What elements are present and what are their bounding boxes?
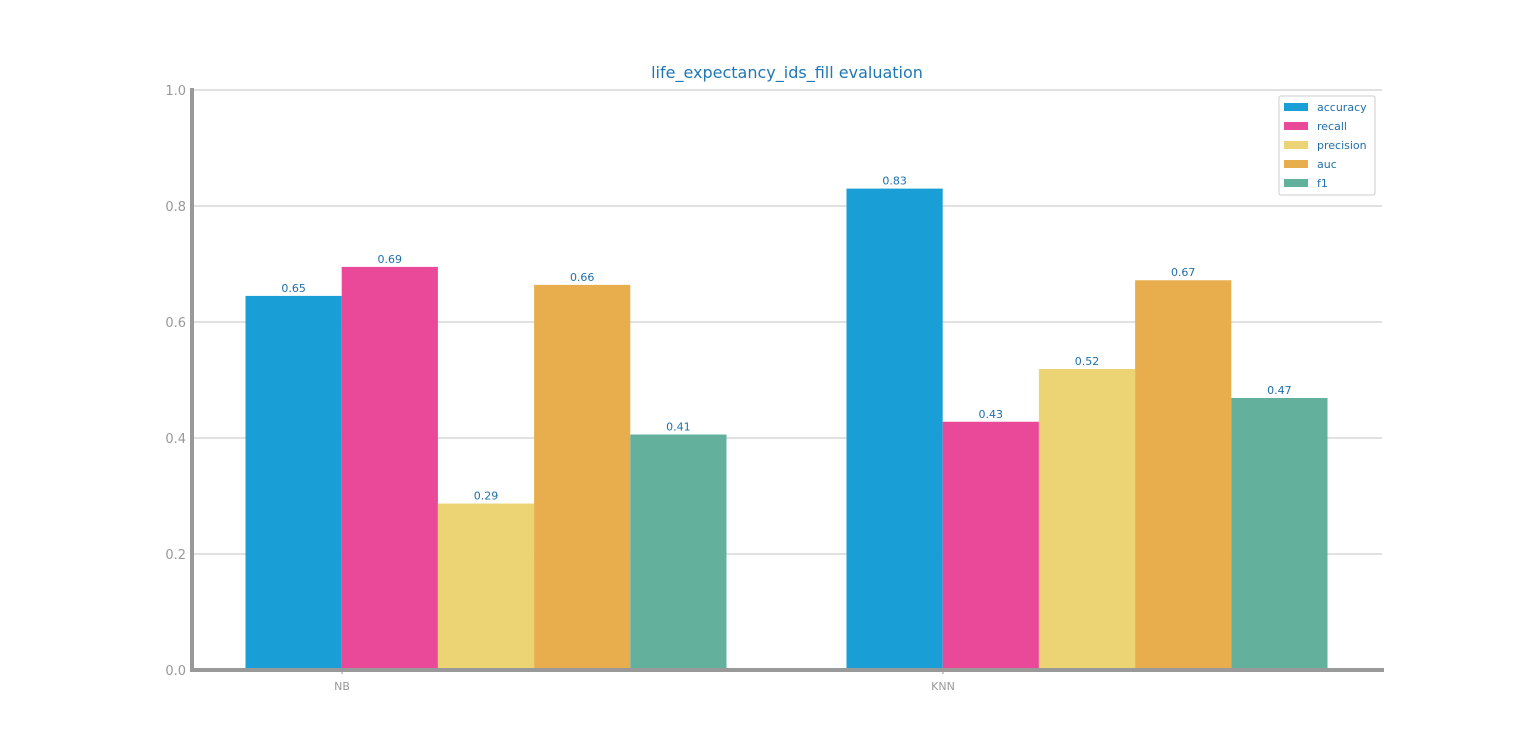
data-labels: 0.65 0.83 0.69 0.43 0.29 0.52 0.66 0.67 0.41 0.47 — [281, 175, 1291, 503]
bar-auc — [534, 284, 631, 670]
bar-f1 — [630, 434, 727, 670]
legend-swatch-accuracy — [1284, 103, 1308, 111]
legend-label-precision: precision — [1317, 139, 1367, 152]
data-label: 0.29 — [474, 490, 499, 503]
legend-swatch-auc — [1284, 160, 1308, 168]
legend-swatch-precision — [1284, 141, 1308, 149]
legend-label-f1: f1 — [1317, 177, 1328, 190]
data-label: 0.83 — [882, 175, 907, 188]
x-tick-label: KNN — [931, 680, 955, 693]
y-tick-label: 0.0 — [165, 664, 186, 679]
bar-recall — [942, 421, 1039, 670]
legend-box — [1278, 95, 1376, 196]
y-tick-label: 0.8 — [165, 200, 186, 215]
axes: 0.0 0.2 0.4 0.6 0.8 1.0 NB KNN — [165, 84, 1384, 693]
y-tick-label: 0.2 — [165, 548, 186, 563]
data-label: 0.47 — [1267, 384, 1292, 397]
legend-label-auc: auc — [1317, 158, 1337, 171]
bar-precision — [437, 503, 535, 670]
bar-f1 — [1231, 397, 1328, 670]
legend-swatch-recall — [1284, 122, 1308, 130]
bar-accuracy — [846, 188, 943, 670]
y-tick-label: 1.0 — [165, 84, 186, 99]
bar-precision — [1038, 368, 1136, 670]
legend-label-recall: recall — [1317, 120, 1347, 133]
legend-label-accuracy: accuracy — [1317, 101, 1367, 114]
data-label: 0.65 — [281, 282, 306, 295]
data-label: 0.43 — [979, 408, 1004, 421]
data-label: 0.52 — [1075, 355, 1100, 368]
bar-recall — [341, 266, 438, 670]
bar-accuracy — [245, 295, 342, 670]
data-label: 0.69 — [378, 253, 403, 266]
legend: accuracy recall precision auc f1 — [1278, 95, 1376, 196]
y-tick-label: 0.6 — [165, 316, 186, 331]
y-tick-label: 0.4 — [165, 432, 186, 447]
legend-swatch-f1 — [1284, 179, 1308, 187]
x-tick-label: NB — [334, 680, 350, 693]
data-label: 0.67 — [1171, 266, 1196, 279]
bars — [245, 188, 1328, 670]
data-label: 0.66 — [570, 271, 595, 284]
bar-auc — [1135, 280, 1232, 670]
data-label: 0.41 — [666, 421, 691, 434]
chart-title: life_expectancy_ids_fill evaluation — [651, 63, 923, 83]
